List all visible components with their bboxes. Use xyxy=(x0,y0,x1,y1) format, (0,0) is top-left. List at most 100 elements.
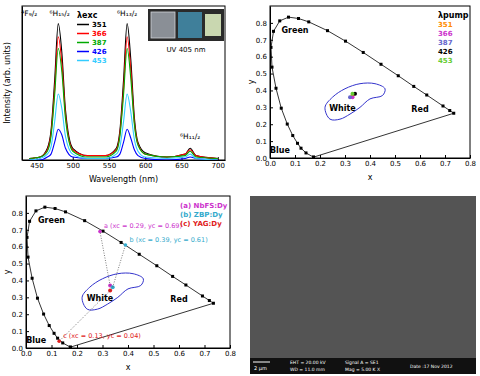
y-axis-title: y xyxy=(3,269,12,274)
plot-marks xyxy=(29,24,218,160)
x-tick-label: 450 xyxy=(30,162,43,170)
x-tick-label: 0.3 xyxy=(97,350,108,358)
series-marker xyxy=(397,74,400,77)
y-tick: 0.7 xyxy=(256,37,273,45)
legend-swatch xyxy=(77,60,89,62)
series-marker xyxy=(171,275,174,278)
series-marker xyxy=(54,207,57,210)
series-marker xyxy=(280,107,283,110)
series-marker xyxy=(61,341,64,344)
x-tick-label: 0.7 xyxy=(199,350,210,358)
dominant-point xyxy=(98,230,102,234)
y-tick-mark xyxy=(26,348,29,349)
series-marker xyxy=(300,147,303,150)
series-marker xyxy=(42,313,45,316)
y-tick-mark xyxy=(270,141,273,142)
series-marker xyxy=(27,256,30,259)
x-tick: 0.4 xyxy=(365,155,377,168)
series-marker xyxy=(155,264,158,267)
sem-info-bar xyxy=(250,358,476,374)
x-tick: 0.7 xyxy=(199,345,210,358)
sem-scale-bar xyxy=(253,362,270,363)
annotation: ⁶H₁₅/₂ xyxy=(50,9,70,18)
inset-photo xyxy=(148,9,224,41)
x-tick-label: 0.5 xyxy=(148,350,159,358)
y-axis: 0.00.10.20.30.40.50.60.70.8 xyxy=(12,197,29,353)
dominant-label: c (xc = 0.13, yc = 0.04) xyxy=(63,332,141,340)
legend-swatch xyxy=(77,51,89,53)
x-tick-label: 0.3 xyxy=(340,160,351,168)
y-tick: 0.4 xyxy=(12,277,29,285)
annotation: White xyxy=(329,104,356,113)
series-line xyxy=(29,129,218,160)
x-tick: 500 xyxy=(67,157,80,170)
x-tick-label: 0.8 xyxy=(465,160,476,168)
y-tick: 0.4 xyxy=(256,87,273,95)
y-tick-mark xyxy=(270,74,273,75)
y-tick: 0.2 xyxy=(256,121,273,129)
dominant-line xyxy=(113,245,126,287)
legend: (a) NbFS:Dy(b) ZBP:Dy(c) YAG:Dy xyxy=(180,202,228,228)
series-marker xyxy=(56,337,59,340)
legend-entry: 453 xyxy=(92,57,107,65)
y-tick-label: 0.0 xyxy=(12,345,23,353)
x-axis: 0.00.10.20.30.40.50.60.70.8 xyxy=(21,345,236,358)
photo-sample xyxy=(205,14,221,36)
annotation: ⁶H₁₁/₂ xyxy=(180,132,200,141)
y-tick-label: 0.5 xyxy=(256,70,267,78)
annotation: Blue xyxy=(26,336,47,345)
series-line xyxy=(29,94,218,160)
scatter-point xyxy=(351,92,355,96)
x-tick: 0.5 xyxy=(148,345,159,358)
series-marker xyxy=(287,16,290,19)
y-tick: 0.7 xyxy=(12,227,29,235)
legend-entry: 387 xyxy=(92,39,107,47)
x-tick-label: 0.6 xyxy=(415,160,427,168)
x-tick-label: 0.2 xyxy=(72,350,83,358)
plot-marks xyxy=(270,16,455,158)
x-tick: 0.1 xyxy=(46,345,57,358)
y-tick-label: 0.4 xyxy=(256,87,268,95)
y-tick: 0.5 xyxy=(256,70,273,78)
y-tick-label: 0.6 xyxy=(256,53,268,61)
legend-entry: 453 xyxy=(438,57,453,65)
photo-sample xyxy=(178,12,202,38)
dominant-label: a (xc = 0.29, yc = 0.69) xyxy=(104,222,182,230)
y-tick: 0.0 xyxy=(256,155,273,163)
white-region xyxy=(325,83,385,120)
x-tick-mark xyxy=(345,155,346,158)
sem-image: 2 µmEHT = 20.00 kVWD = 11.0 mmSignal A =… xyxy=(250,196,476,374)
legend-swatch xyxy=(77,33,89,35)
y-tick-label: 0.7 xyxy=(256,37,267,45)
chart-panel: 0.00.10.20.30.40.50.60.70.80.00.10.20.30… xyxy=(247,6,476,182)
y-tick: 0.3 xyxy=(256,104,273,112)
sem-scale-label: 2 µm xyxy=(254,365,267,372)
x-tick-mark xyxy=(128,345,129,348)
y-tick-label: 0.7 xyxy=(12,227,23,235)
x-tick-mark xyxy=(470,155,471,158)
chart-panel: 0.00.10.20.30.40.50.60.70.80.00.10.20.30… xyxy=(3,196,236,372)
y-tick: 0.1 xyxy=(256,138,273,146)
inset-label: UV 405 nm xyxy=(167,46,206,54)
series-line xyxy=(271,17,454,157)
dominant-label: b (xc = 0.39, yc = 0.61) xyxy=(129,236,207,244)
x-tick-mark xyxy=(230,345,231,348)
y-tick-label: 0.3 xyxy=(256,104,267,112)
y-tick-label: 0.1 xyxy=(256,138,267,146)
x-tick-mark xyxy=(395,155,396,158)
legend-entry: 351 xyxy=(92,21,107,29)
x-tick-label: 0.2 xyxy=(315,160,326,168)
x-tick-label: 600 xyxy=(139,162,152,170)
series-marker xyxy=(344,40,347,43)
series-marker xyxy=(305,151,308,154)
legend-title: λpump xyxy=(438,11,469,20)
annotation: Green xyxy=(281,26,308,35)
x-tick: 700 xyxy=(212,157,225,170)
y-tick: 0.5 xyxy=(12,260,29,268)
legend: λpump351366387426453 xyxy=(438,11,469,65)
sem-info: Mag = 5.00 K X xyxy=(345,367,380,372)
y-tick: 0.3 xyxy=(12,294,29,302)
series-marker xyxy=(286,123,289,126)
x-tick-mark xyxy=(103,345,104,348)
y-tick-label: 0.8 xyxy=(12,210,23,218)
